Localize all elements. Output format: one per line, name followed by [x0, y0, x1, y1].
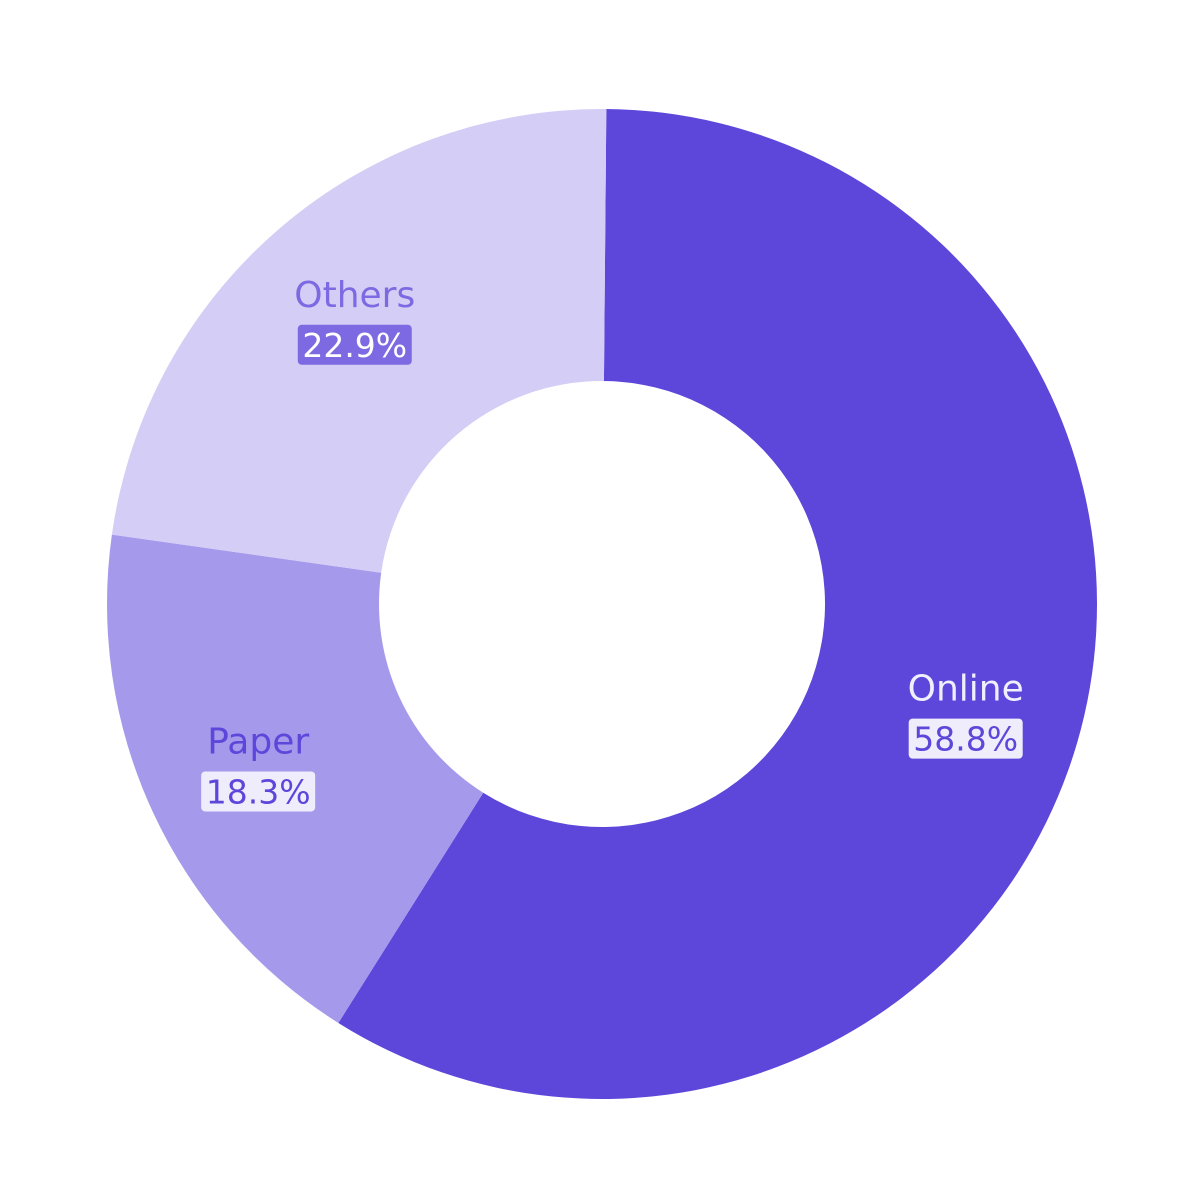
slice-value-others: 22.9% [302, 326, 407, 365]
slice-value-paper: 18.3% [206, 772, 311, 811]
value-badge-others [297, 324, 412, 365]
slice-label-others: Others [294, 275, 415, 316]
slice-label-paper: Paper [207, 721, 309, 762]
value-badge-online [908, 718, 1023, 759]
slice-label-online: Online [908, 669, 1024, 710]
labels-group: Online 58.8% Paper 18.3% Others 22.9% [201, 275, 1024, 812]
value-badge-paper [201, 771, 316, 812]
slices-group [106, 109, 1097, 1099]
slice-online [338, 109, 1097, 1099]
slice-value-online: 58.8% [913, 720, 1018, 759]
